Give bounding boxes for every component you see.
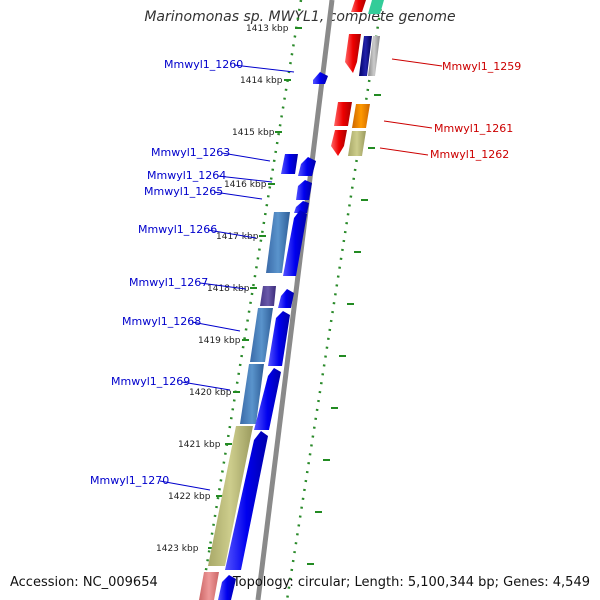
feature-mmwyl1-1270-cds bbox=[225, 431, 268, 570]
tick-labels: 1413 kbp 1414 kbp 1415 kbp 1416 kbp 1417… bbox=[156, 24, 289, 554]
tick-label-1421: 1421 kbp bbox=[178, 440, 221, 450]
genome-backbone bbox=[255, 0, 335, 600]
tick-label-1420: 1420 kbp bbox=[189, 388, 232, 398]
leader-mmwyl1-1259 bbox=[391, 58, 443, 67]
feature-mmwyl1-1266-cds bbox=[283, 210, 307, 276]
feature-green-top bbox=[368, 0, 384, 14]
topology-summary: Topology: circular; Length: 5,100,344 bp… bbox=[232, 575, 590, 590]
feature-mmwyl1-1269-cds bbox=[254, 368, 281, 430]
accession-label: Accession: NC_009654 bbox=[10, 575, 158, 590]
leader-mmwyl1-1268 bbox=[191, 321, 241, 332]
feature-mmwyl1-1262-khaki bbox=[348, 131, 366, 156]
leader-mmwyl1-1262 bbox=[379, 147, 429, 156]
label-mmwyl1-1261: Mmwyl1_1261 bbox=[434, 122, 513, 135]
reverse-leader-lines bbox=[379, 58, 443, 156]
reverse-strand-features bbox=[331, 0, 384, 156]
feature-bottom-cds bbox=[218, 575, 236, 600]
tick-label-1416: 1416 kbp bbox=[224, 180, 267, 190]
tick-label-1419: 1419 kbp bbox=[198, 336, 241, 346]
reverse-gene-labels: Mmwyl1_1259 Mmwyl1_1261 Mmwyl1_1262 bbox=[430, 60, 521, 161]
leader-mmwyl1-1263 bbox=[221, 152, 271, 162]
leader-mmwyl1-1267 bbox=[199, 282, 247, 290]
feature-mmwyl1-1264-cds bbox=[296, 180, 312, 200]
leader-mmwyl1-1265 bbox=[213, 191, 263, 200]
leader-mmwyl1-1266 bbox=[207, 229, 257, 239]
feature-mmwyl1-1268-cds bbox=[268, 311, 290, 366]
label-mmwyl1-1267: Mmwyl1_1267 bbox=[129, 276, 208, 289]
feature-mmwyl1-1269-steel bbox=[240, 364, 264, 424]
label-mmwyl1-1268: Mmwyl1_1268 bbox=[122, 315, 201, 328]
tick-label-1418: 1418 kbp bbox=[207, 284, 250, 294]
feature-mmwyl1-1263-cds-a bbox=[281, 154, 298, 174]
forward-strand-features bbox=[199, 72, 328, 600]
label-mmwyl1-1260: Mmwyl1_1260 bbox=[164, 58, 243, 71]
feature-mmwyl1-1262-cds bbox=[331, 130, 347, 156]
label-mmwyl1-1259: Mmwyl1_1259 bbox=[442, 60, 521, 73]
feature-mmwyl1-1261-orange bbox=[352, 104, 370, 128]
leader-mmwyl1-1261 bbox=[383, 120, 433, 129]
leader-mmwyl1-1264 bbox=[217, 175, 273, 183]
feature-bottom-pink bbox=[199, 572, 219, 600]
feature-mmwyl1-1261-cds bbox=[334, 102, 352, 126]
feature-mmwyl1-1267-purple bbox=[260, 286, 276, 306]
tick-label-1423: 1423 kbp bbox=[156, 544, 199, 554]
leader-mmwyl1-1260 bbox=[233, 64, 295, 73]
reverse-strand-scale bbox=[285, 0, 384, 600]
leader-mmwyl1-1270 bbox=[159, 480, 211, 491]
label-mmwyl1-1264: Mmwyl1_1264 bbox=[147, 169, 226, 182]
tick-label-1414: 1414 kbp bbox=[240, 76, 283, 86]
feature-mmwyl1-1259-cds bbox=[345, 34, 361, 73]
feature-mmwyl1-1259-grey bbox=[368, 36, 380, 76]
tick-label-1422: 1422 kbp bbox=[168, 492, 211, 502]
feature-mmwyl1-1260-cds bbox=[313, 72, 328, 84]
label-mmwyl1-1266: Mmwyl1_1266 bbox=[138, 223, 217, 236]
label-mmwyl1-1262: Mmwyl1_1262 bbox=[430, 148, 509, 161]
feature-mmwyl1-1263-cds-b bbox=[298, 157, 316, 176]
forward-leader-lines bbox=[159, 64, 295, 491]
feature-mmwyl1-1259-navy bbox=[359, 36, 372, 76]
feature-mmwyl1-1266-steel bbox=[266, 212, 290, 273]
tick-label-1413: 1413 kbp bbox=[246, 24, 289, 34]
tick-label-1415: 1415 kbp bbox=[232, 128, 275, 138]
label-mmwyl1-1265: Mmwyl1_1265 bbox=[144, 185, 223, 198]
feature-mmwyl1-1270-khaki bbox=[208, 426, 253, 566]
label-mmwyl1-1270: Mmwyl1_1270 bbox=[90, 474, 169, 487]
tick-label-1417: 1417 kbp bbox=[216, 232, 259, 242]
feature-cds-reverse-top bbox=[351, 0, 366, 12]
label-mmwyl1-1269: Mmwyl1_1269 bbox=[111, 375, 190, 388]
label-mmwyl1-1263: Mmwyl1_1263 bbox=[151, 146, 230, 159]
forward-gene-labels: Mmwyl1_1260 Mmwyl1_1263 Mmwyl1_1264 Mmwy… bbox=[90, 58, 243, 487]
feature-mmwyl1-1268-steel bbox=[250, 308, 273, 362]
leader-mmwyl1-1269 bbox=[181, 381, 231, 391]
feature-mmwyl1-1265-cds bbox=[294, 201, 309, 213]
feature-mmwyl1-1267-cds bbox=[278, 289, 294, 308]
